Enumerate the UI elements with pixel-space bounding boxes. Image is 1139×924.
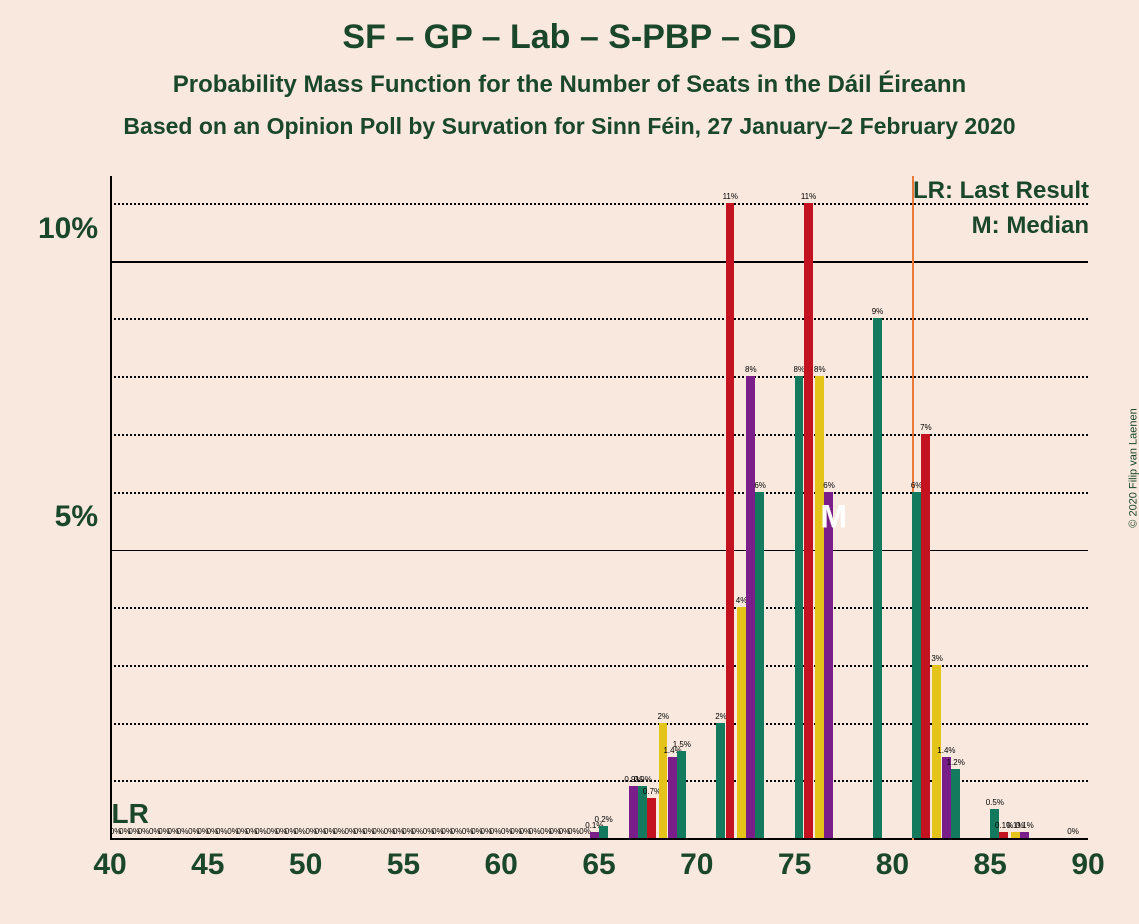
x-tick-label: 70 — [680, 848, 713, 882]
gridline-minor — [110, 434, 1088, 436]
bar-value-label: 8% — [814, 365, 826, 374]
bar-value-label: 9% — [872, 307, 884, 316]
bar-value-label: 8% — [745, 365, 757, 374]
bar — [716, 723, 725, 838]
bar — [746, 376, 755, 838]
bar — [942, 757, 951, 838]
chart-title-main: SF – GP – Lab – S-PBP – SD — [0, 18, 1139, 57]
bar — [677, 751, 686, 838]
chart-container: SF – GP – Lab – S-PBP – SD Probability M… — [0, 0, 1139, 924]
bar — [824, 492, 833, 838]
bar-value-label: 0% — [568, 827, 580, 836]
x-tick-label: 50 — [289, 848, 322, 882]
x-tick-label: 65 — [582, 848, 615, 882]
bar-value-label: 0% — [177, 827, 189, 836]
bar — [815, 376, 824, 838]
bar — [1011, 832, 1020, 838]
gridline-minor — [110, 492, 1088, 494]
x-tick-label: 75 — [778, 848, 811, 882]
gridline-minor — [110, 665, 1088, 667]
bar-value-label: 2% — [658, 712, 670, 721]
bar — [951, 769, 960, 838]
bar — [804, 203, 813, 838]
gridline-minor — [110, 318, 1088, 320]
bar — [921, 434, 930, 838]
bar-value-label: 0% — [1067, 827, 1079, 836]
bar-value-label: 1.5% — [673, 740, 691, 749]
bar-value-label: 1.4% — [937, 746, 955, 755]
chart-subtitle-2: Based on an Opinion Poll by Survation fo… — [0, 113, 1139, 140]
bar — [647, 798, 656, 838]
plot-area: 5%10%4045505560657075808590LR0%0%0%0%0%0… — [110, 176, 1088, 840]
last-result-label: LR — [112, 798, 149, 830]
copyright-text: © 2020 Filip van Laenen — [1127, 408, 1139, 527]
bar — [1020, 832, 1029, 838]
x-tick-label: 40 — [93, 848, 126, 882]
bar-value-label: 0% — [451, 827, 463, 836]
bar — [755, 492, 764, 838]
median-label: M — [820, 498, 847, 535]
bar — [912, 492, 921, 838]
bar — [795, 376, 804, 838]
bar — [659, 723, 668, 838]
gridline-minor — [110, 723, 1088, 725]
gridline-minor — [110, 607, 1088, 609]
bar — [726, 203, 735, 838]
bar-value-label: 0% — [372, 827, 384, 836]
bar-value-label: 0% — [529, 827, 541, 836]
bar-value-label: 0% — [490, 827, 502, 836]
bar-value-label: 0% — [294, 827, 306, 836]
chart-subtitle-1: Probability Mass Function for the Number… — [0, 71, 1139, 99]
bar-value-label: 6% — [823, 481, 835, 490]
bar-value-label: 0.5% — [986, 798, 1004, 807]
bar — [590, 832, 599, 838]
bar-value-label: 0% — [333, 827, 345, 836]
bar — [668, 757, 677, 838]
x-tick-label: 45 — [191, 848, 224, 882]
y-tick-label: 10% — [38, 212, 98, 246]
bar-value-label: 1.2% — [947, 758, 965, 767]
chart-titles: SF – GP – Lab – S-PBP – SD Probability M… — [0, 18, 1139, 140]
bar-value-label: 7% — [920, 423, 932, 432]
bar-value-label: 0.2% — [595, 815, 613, 824]
bar — [999, 832, 1008, 838]
bar-value-label: 0% — [255, 827, 267, 836]
bar-value-label: 11% — [801, 192, 816, 201]
bar-value-label: 0% — [216, 827, 228, 836]
bar-value-label: 0.9% — [634, 775, 652, 784]
x-tick-label: 80 — [876, 848, 909, 882]
bar-value-label: 3% — [931, 654, 943, 663]
bar-value-label: 0.1% — [1016, 821, 1034, 830]
bar-value-label: 0% — [412, 827, 424, 836]
y-axis-line — [110, 176, 112, 840]
gridline-major — [110, 550, 1088, 552]
x-tick-label: 60 — [485, 848, 518, 882]
x-tick-label: 90 — [1071, 848, 1104, 882]
x-tick-label: 85 — [974, 848, 1007, 882]
gridline-minor — [110, 203, 1088, 205]
bar-value-label: 6% — [754, 481, 766, 490]
bar-value-label: 11% — [723, 192, 738, 201]
bar — [737, 607, 746, 838]
gridline-minor — [110, 376, 1088, 378]
gridline-major — [110, 261, 1088, 263]
y-tick-label: 5% — [55, 500, 98, 534]
bar-value-label: 0% — [138, 827, 150, 836]
x-tick-label: 55 — [387, 848, 420, 882]
bar — [873, 318, 882, 838]
x-axis-line — [110, 838, 1088, 840]
bar — [599, 826, 608, 838]
bar — [629, 786, 638, 838]
